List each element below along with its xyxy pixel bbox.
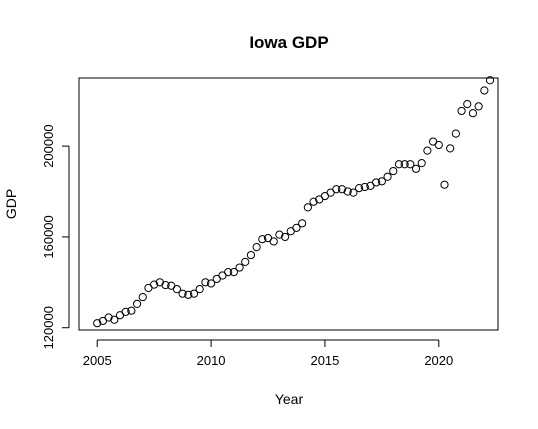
chart-title: Iowa GDP — [249, 33, 328, 52]
data-point — [468, 109, 478, 118]
data-point — [127, 306, 136, 315]
data-point — [206, 279, 216, 288]
data-point — [241, 257, 250, 266]
data-point — [280, 232, 290, 242]
data-point — [446, 144, 455, 153]
data-point — [172, 285, 182, 294]
data-point — [337, 185, 347, 194]
data-point — [93, 319, 102, 328]
data-point — [377, 177, 386, 186]
data-point — [292, 223, 301, 232]
data-point — [189, 289, 199, 298]
data-point — [275, 230, 284, 239]
data-point — [132, 299, 142, 308]
data-point — [332, 185, 341, 194]
data-point — [229, 268, 238, 277]
data-point — [394, 160, 404, 169]
x-tick-label: 2010 — [197, 353, 226, 368]
data-point — [235, 263, 244, 272]
data-point — [178, 289, 187, 298]
y-axis: 120000 160000 200000 — [41, 124, 70, 349]
data-point — [184, 290, 193, 299]
data-point — [389, 166, 398, 176]
data-point — [150, 280, 159, 289]
data-points — [93, 76, 495, 328]
data-point — [252, 243, 261, 252]
data-point — [161, 280, 170, 290]
data-point — [104, 313, 113, 322]
data-point — [309, 197, 318, 206]
data-point — [303, 203, 312, 212]
data-point — [224, 268, 233, 277]
data-point — [457, 106, 466, 116]
y-tick-label: 120000 — [41, 306, 56, 349]
plot-frame — [78, 77, 499, 331]
data-point — [480, 86, 489, 95]
data-point — [343, 187, 352, 196]
data-point — [463, 100, 472, 109]
data-point — [110, 315, 119, 324]
data-point — [406, 160, 415, 169]
data-point — [121, 307, 130, 316]
data-point — [298, 219, 307, 228]
data-point — [138, 292, 147, 302]
data-point — [383, 172, 392, 181]
x-tick-label: 2015 — [310, 353, 339, 368]
x-axis-label: Year — [275, 391, 304, 407]
data-point — [485, 76, 495, 85]
data-point — [372, 178, 381, 187]
x-axis: 2005 2010 2015 2020 — [83, 339, 453, 368]
data-point — [349, 188, 358, 197]
data-point — [451, 129, 460, 138]
x-tick-label: 2020 — [424, 353, 453, 368]
y-axis-label: GDP — [3, 189, 19, 219]
data-point — [434, 140, 443, 150]
data-point — [269, 237, 278, 246]
data-point — [195, 285, 204, 294]
data-point — [400, 160, 409, 169]
data-point — [417, 159, 426, 168]
data-point — [360, 182, 369, 192]
data-point — [474, 102, 483, 111]
data-point — [440, 180, 449, 189]
data-point — [258, 235, 267, 244]
data-point — [423, 146, 432, 155]
data-point — [354, 184, 364, 193]
x-tick-label: 2005 — [83, 353, 112, 368]
y-tick-label: 160000 — [41, 215, 56, 258]
data-point — [246, 250, 256, 260]
y-tick-label: 200000 — [41, 124, 56, 167]
data-point — [201, 278, 210, 287]
data-point — [411, 164, 421, 173]
